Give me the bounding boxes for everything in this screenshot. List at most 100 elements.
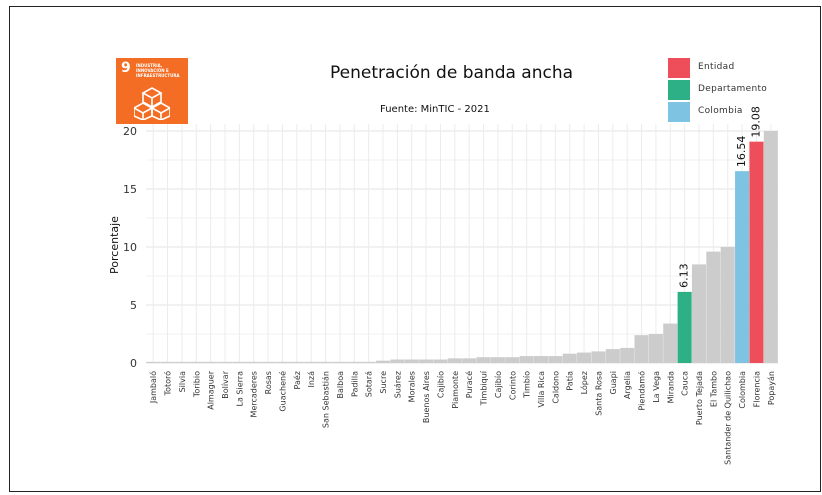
- cubes-icon: [134, 87, 170, 120]
- x-tick-label: La Vega: [652, 371, 661, 403]
- x-tick-label: Jambaló: [148, 371, 158, 404]
- y-axis-label: Porcentaje: [108, 216, 121, 274]
- x-tick-label: Puerto Tejada: [695, 371, 704, 425]
- bar-puracé: [462, 358, 477, 363]
- data-label: 19.08: [749, 106, 762, 138]
- y-tick-label: 0: [130, 357, 137, 370]
- legend-label-entidad: Entidad: [698, 62, 735, 72]
- x-tick-label: Suárez: [393, 371, 402, 398]
- x-tick-label: La Sierra: [235, 371, 244, 407]
- bar-timbío: [519, 356, 534, 363]
- x-tick-label: Florencia: [752, 371, 761, 407]
- x-tick-label: Inzá: [307, 371, 316, 388]
- bar-timbiquí: [476, 357, 491, 363]
- bar-silvia: [174, 361, 189, 363]
- x-tick-label: Totoró: [163, 371, 173, 397]
- x-tick-label: Piamonte: [451, 371, 460, 409]
- x-tick-label: Sotará: [365, 371, 374, 397]
- bar-toribio: [189, 361, 204, 363]
- bar-santander-de-quilichao: [720, 247, 735, 363]
- bar-la-sierra: [232, 361, 247, 363]
- bar-rosas: [261, 361, 276, 363]
- legend-label-departamento: Departamento: [698, 84, 768, 94]
- bar-caldono: [548, 356, 563, 363]
- bar-morales: [404, 359, 419, 363]
- legend-item-colombia: Colombia: [668, 102, 798, 124]
- bar-guachené: [275, 361, 290, 363]
- x-tick-label: Sucre: [379, 371, 388, 394]
- bar-suárez: [390, 359, 405, 363]
- bar-guapi: [605, 349, 620, 363]
- bar-cajibío: [433, 359, 448, 363]
- x-tick-label: Cauca: [681, 371, 690, 396]
- x-tick-label: Villa Rica: [537, 371, 546, 408]
- x-tick-label: Almaguer: [207, 370, 216, 409]
- x-tick-label: Cajibío: [494, 371, 503, 398]
- x-tick-label: Paéz: [292, 371, 302, 390]
- legend-item-entidad: Entidad: [668, 58, 798, 80]
- bar-cauca: [677, 291, 692, 363]
- bar-cajibío: [490, 357, 505, 363]
- bar-la-vega: [648, 334, 663, 363]
- bar-patía: [562, 353, 577, 363]
- sdg-caption-line2: INNOVACIÓN E: [136, 68, 169, 73]
- x-tick-label: Argelia: [623, 371, 632, 399]
- bar-padilla: [347, 361, 362, 363]
- bar-sotará: [361, 361, 376, 363]
- bar-piamonte: [447, 358, 462, 363]
- x-tick-label: Cajibío: [436, 371, 445, 398]
- data-label: 16.54: [735, 136, 748, 168]
- x-tick-label: San Sebastián: [322, 371, 331, 428]
- bar-florencia: [749, 141, 764, 363]
- x-tick-label: Corinto: [508, 371, 517, 400]
- x-tick-label: Guapi: [609, 371, 618, 394]
- data-label: 6.13: [678, 263, 691, 288]
- x-tick-label: Caldono: [551, 371, 560, 404]
- legend-swatch-entidad: [668, 58, 690, 78]
- y-tick-label: 10: [123, 241, 137, 254]
- x-tick-label: Popayán: [767, 371, 776, 405]
- y-tick-label: 15: [123, 183, 137, 196]
- bar-corinto: [505, 357, 520, 363]
- bar-paéz: [289, 361, 304, 363]
- bar-balboa: [332, 361, 347, 363]
- bar-inzá: [304, 361, 319, 363]
- sdg-9-badge: 9 INDUSTRIA, INNOVACIÓN E INFRAESTRUCTUR…: [116, 58, 188, 124]
- legend-swatch-departamento: [668, 80, 690, 100]
- x-tick-label: Buenos Aires: [422, 371, 431, 423]
- legend-item-departamento: Departamento: [668, 80, 798, 102]
- x-tick-label: Patía: [566, 371, 575, 391]
- x-tick-label: Mercaderes: [250, 371, 259, 417]
- bar-argelia: [620, 347, 635, 363]
- bar-colombia: [735, 171, 750, 363]
- bar-villa-rica: [533, 356, 549, 363]
- chart-subtitle: Fuente: MinTIC - 2021: [380, 104, 490, 115]
- x-tick-label: El Tambo: [709, 371, 718, 407]
- x-tick-label: Santa Rosa: [594, 371, 603, 416]
- x-tick-label: Colombia: [738, 371, 747, 409]
- x-tick-label: Toribio: [192, 371, 201, 398]
- x-tick-label: Silvia: [178, 371, 187, 392]
- bar-san-sebastián: [318, 361, 333, 363]
- sdg-caption-line3: INFRAESTRUCTURA: [136, 73, 180, 78]
- x-tick-label: Puracé: [464, 371, 474, 398]
- x-tick-label: Padilla: [350, 371, 359, 397]
- legend-swatch-colombia: [668, 102, 690, 122]
- x-tick-label: Miranda: [666, 371, 675, 403]
- sdg-number: 9: [121, 60, 131, 76]
- bar-santa-rosa: [591, 351, 606, 363]
- bar-mercaderes: [246, 361, 261, 363]
- bar-jambaló: [146, 361, 161, 363]
- legend-label-colombia: Colombia: [698, 106, 743, 116]
- bar-buenos-aires: [419, 359, 434, 363]
- x-tick-label: Santander de Quilichao: [724, 371, 733, 465]
- bar-piendamó: [634, 335, 649, 363]
- sdg-caption: INDUSTRIA, INNOVACIÓN E INFRAESTRUCTURA: [136, 63, 184, 78]
- bar-lópez: [577, 352, 592, 363]
- bar-popayán: [763, 131, 778, 363]
- bar-miranda: [663, 323, 678, 363]
- x-tick-label: López: [579, 371, 589, 394]
- x-tick-label: Rosas: [264, 371, 273, 394]
- chart-title: Penetración de banda ancha: [330, 63, 574, 83]
